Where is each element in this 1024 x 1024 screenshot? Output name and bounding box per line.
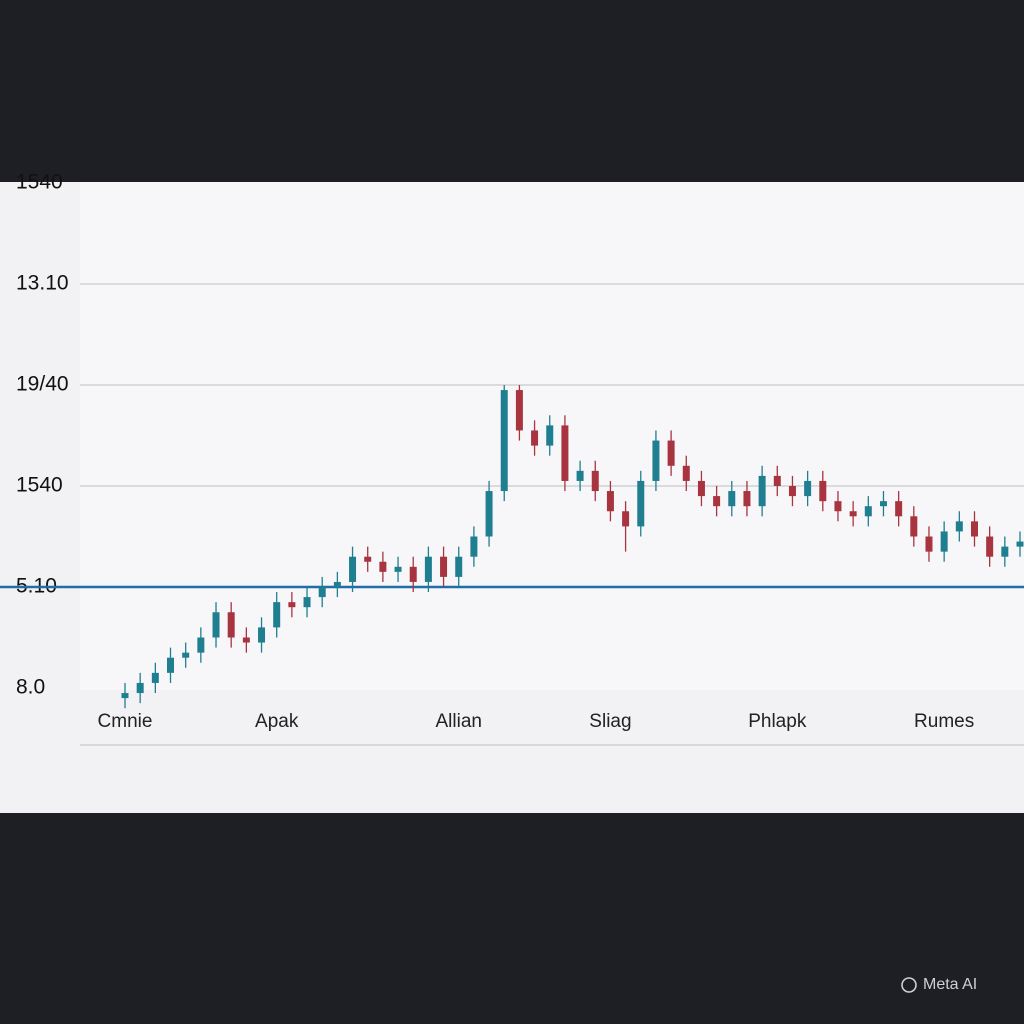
x-tick-label: Phlapk	[748, 711, 807, 732]
candle-body	[364, 556, 372, 562]
candle-body	[318, 587, 326, 598]
candle-body	[288, 602, 296, 608]
candle-body	[819, 480, 827, 502]
watermark-icon	[901, 977, 917, 993]
candle-body	[455, 556, 463, 577]
candle-body	[167, 657, 175, 673]
candle-body	[940, 531, 948, 552]
candle-body	[258, 627, 266, 643]
x-tick-label: Apak	[255, 711, 299, 732]
candle-body	[561, 425, 569, 481]
candle-body	[864, 506, 872, 517]
x-tick-label: Rumes	[914, 711, 974, 732]
candle-body	[834, 501, 842, 512]
candle-body	[470, 536, 478, 557]
x-tick-label: Sliag	[589, 711, 631, 732]
candle-body	[970, 521, 978, 537]
candle-body	[637, 480, 645, 527]
candle-body	[576, 470, 584, 481]
candle-body	[242, 637, 250, 643]
candle-body	[182, 652, 190, 658]
candle-body	[622, 511, 630, 527]
candle-body	[546, 425, 554, 446]
candle-body	[955, 521, 963, 532]
candle-body	[591, 470, 599, 492]
candle-body	[667, 440, 675, 466]
candle-body	[349, 556, 357, 582]
candle-body	[197, 637, 205, 653]
x-tick-label: Allian	[435, 711, 481, 732]
candle-body	[212, 612, 220, 638]
candle-body	[849, 511, 857, 517]
x-tick-label: Cmnie	[98, 711, 153, 732]
candle-body	[440, 556, 448, 577]
y-tick-label: 19/40	[16, 373, 69, 396]
candle-body	[925, 536, 933, 552]
candle-body	[758, 475, 766, 507]
candle-body	[303, 597, 311, 608]
candle-body	[500, 390, 508, 492]
candle-body	[136, 682, 144, 694]
candle-body	[151, 672, 159, 683]
candle-body	[606, 491, 614, 512]
candle-body	[652, 440, 660, 481]
watermark: Meta AI	[923, 976, 977, 993]
candle-body	[986, 536, 994, 557]
candle-body	[773, 475, 781, 486]
candle-body	[788, 486, 796, 497]
candle-body	[531, 430, 539, 446]
candle-body	[682, 465, 690, 481]
candle-body	[409, 566, 417, 582]
y-tick-label: 8.0	[16, 676, 45, 699]
candle-body	[804, 480, 812, 497]
y-tick-label: 13.10	[16, 272, 69, 295]
candle-body	[227, 612, 235, 638]
candle-body	[121, 693, 129, 699]
candle-body	[424, 556, 432, 582]
y-tick-label: 1540	[16, 171, 63, 194]
candle-body	[895, 501, 903, 517]
candle-body	[394, 566, 402, 572]
candle-body	[728, 491, 736, 507]
candle-body	[333, 581, 341, 587]
candle-body	[910, 516, 918, 537]
candle-body	[515, 390, 523, 431]
candle-body	[379, 561, 387, 572]
candle-body	[879, 501, 887, 507]
y-tick-label: 1540	[16, 474, 63, 497]
candle-body	[1016, 541, 1024, 547]
candle-body	[485, 491, 493, 537]
candle-body	[273, 602, 281, 628]
candle-body	[1001, 546, 1009, 557]
candle-body	[697, 480, 705, 497]
candle-body	[713, 496, 721, 507]
candle-body	[743, 491, 751, 507]
